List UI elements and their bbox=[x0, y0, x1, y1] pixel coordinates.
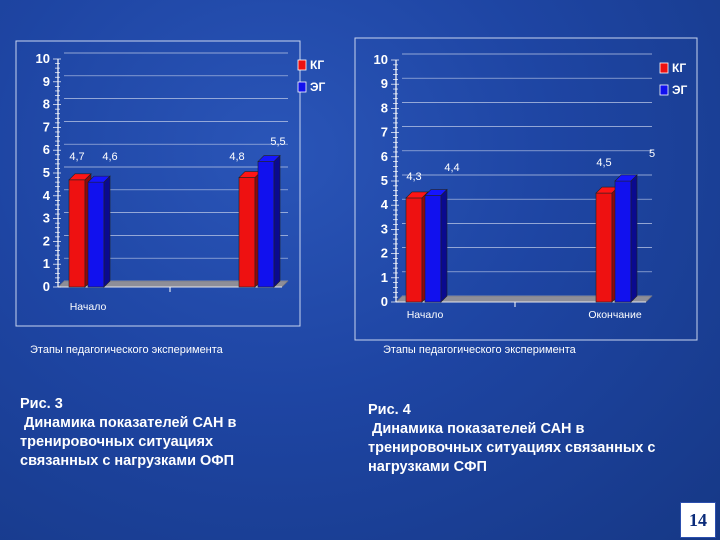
y-tick-label: 0 bbox=[43, 279, 50, 294]
bar-front bbox=[424, 195, 442, 303]
y-tick-label: 8 bbox=[43, 97, 50, 112]
chart-2: 0 1 2 3 4 5 6 7 8 9 10 4,3 4,4 Начало 4,5 5 Окончание КГ Э… bbox=[354, 37, 698, 341]
y-tick-label: 1 bbox=[43, 256, 50, 271]
bar bbox=[68, 173, 92, 288]
y-tick-label: 2 bbox=[381, 246, 388, 261]
bar-front bbox=[257, 161, 275, 288]
bar-value-label: 4,4 bbox=[444, 162, 459, 174]
y-tick-label: 4 bbox=[43, 188, 51, 203]
legend-swatch bbox=[297, 59, 307, 71]
bar-front bbox=[614, 180, 632, 303]
bar-side bbox=[440, 188, 448, 303]
figure-3-caption-line: тренировочных ситуациях bbox=[20, 434, 214, 450]
bar-value-label: 4,5 bbox=[596, 157, 611, 169]
page-number: 14 bbox=[680, 502, 716, 538]
legend-label: КГ bbox=[310, 58, 324, 72]
x-category-label: Окончание bbox=[588, 309, 641, 321]
bar-side bbox=[273, 154, 281, 288]
y-tick-label: 2 bbox=[43, 233, 50, 248]
chart-1: 0 1 2 3 4 5 6 7 8 9 10 4,7 4,6 Начало 4,8 5,5 КГ ЭГ bbox=[15, 40, 326, 327]
bar-front bbox=[238, 177, 256, 288]
legend-swatch bbox=[659, 84, 669, 96]
y-tick-label: 5 bbox=[43, 165, 50, 180]
figure-4-caption-line: Динамика показателей САН в bbox=[368, 421, 585, 437]
y-tick-label: 0 bbox=[381, 294, 388, 309]
y-tick-label: 7 bbox=[381, 125, 388, 140]
y-tick-label: 9 bbox=[381, 76, 388, 91]
y-tick-label: 3 bbox=[381, 221, 388, 236]
chart-frame bbox=[354, 37, 698, 341]
legend-label: ЭГ bbox=[310, 80, 326, 94]
y-tick-label: 8 bbox=[381, 100, 388, 115]
bar bbox=[614, 174, 638, 303]
bar bbox=[257, 154, 281, 288]
y-tick-label: 10 bbox=[36, 51, 50, 66]
bar-value-label: 5,5 bbox=[270, 136, 285, 148]
bar-side bbox=[630, 174, 638, 303]
legend-swatch bbox=[297, 81, 307, 93]
chart-1-xlabel: Этапы педагогического эксперимента bbox=[30, 344, 223, 356]
y-tick-label: 7 bbox=[43, 119, 50, 134]
x-category-label: Начало bbox=[70, 301, 107, 313]
figure-3-caption-line: связанных с нагрузками ОФП bbox=[20, 453, 235, 469]
bar-front bbox=[595, 192, 613, 303]
figure-4-caption-line: Рис. 4 bbox=[368, 402, 411, 418]
bar bbox=[87, 175, 111, 288]
y-tick-label: 4 bbox=[381, 197, 389, 212]
bar-front bbox=[68, 179, 86, 288]
y-tick-label: 10 bbox=[374, 52, 388, 67]
legend-swatch bbox=[659, 62, 669, 74]
y-tick-label: 1 bbox=[381, 270, 388, 285]
legend-label: КГ bbox=[672, 61, 686, 75]
y-tick-label: 9 bbox=[43, 74, 50, 89]
bar-front bbox=[405, 197, 423, 303]
figure-3-caption-line: Рис. 3 bbox=[20, 396, 63, 412]
bar-value-label: 4,8 bbox=[229, 151, 244, 163]
chart-frame bbox=[15, 40, 301, 327]
x-category-label: Начало bbox=[407, 309, 444, 321]
bar-value-label: 4,7 bbox=[69, 151, 84, 163]
figure-4-caption: Рис. 4 Динамика показателей САН в тренир… bbox=[368, 401, 655, 477]
figure-3-caption: Рис. 3 Динамика показателей САН в тренир… bbox=[20, 395, 236, 471]
bar-value-label: 4,6 bbox=[102, 151, 117, 163]
figure-4-caption-line: нагрузками СФП bbox=[368, 459, 487, 475]
bar-front bbox=[87, 181, 105, 288]
bar bbox=[424, 188, 448, 303]
y-tick-label: 6 bbox=[43, 142, 50, 157]
y-tick-label: 6 bbox=[381, 149, 388, 164]
bar-side bbox=[103, 175, 111, 288]
bar-value-label: 5 bbox=[649, 148, 655, 160]
chart-2-xlabel: Этапы педагогического эксперимента bbox=[383, 344, 576, 356]
figure-3-caption-line: Динамика показателей САН в bbox=[20, 415, 237, 431]
y-tick-label: 3 bbox=[43, 211, 50, 226]
figure-4-caption-line: тренировочных ситуациях связанных с bbox=[368, 440, 656, 456]
legend-label: ЭГ bbox=[672, 83, 688, 97]
y-tick-label: 5 bbox=[381, 173, 388, 188]
bar-value-label: 4,3 bbox=[406, 171, 421, 183]
